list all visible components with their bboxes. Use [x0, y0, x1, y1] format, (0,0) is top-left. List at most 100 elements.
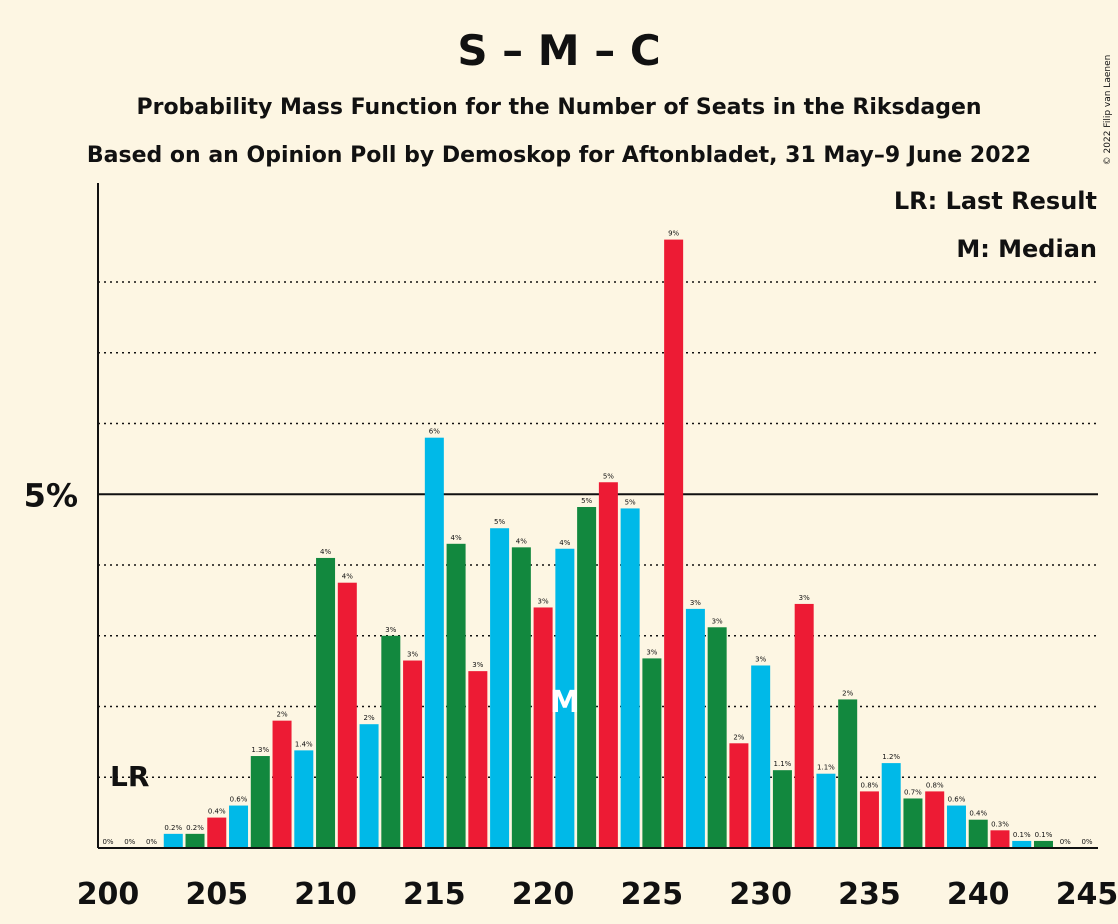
x-tick-label-210: 210 — [294, 877, 357, 912]
bar-label-seat-240: 0.4% — [969, 810, 987, 818]
bar-label-seat-239: 0.6% — [948, 796, 966, 804]
bar-seat-209 — [294, 750, 314, 848]
bar-label-seat-224: 5% — [625, 498, 636, 506]
bar-label-seat-210: 4% — [320, 548, 331, 556]
bar-label-seat-204: 0.2% — [186, 824, 204, 832]
bar-seat-223 — [598, 482, 618, 848]
bar-seat-243 — [1033, 840, 1053, 848]
x-tick-label-215: 215 — [403, 877, 466, 912]
x-tick-label-205: 205 — [185, 877, 248, 912]
copyright-notice: © 2022 Filip van Laenen — [1103, 55, 1113, 166]
bar-seat-208 — [272, 720, 292, 848]
x-tick-label-200: 200 — [77, 877, 140, 912]
bar-seat-225 — [642, 658, 662, 848]
bar-seat-206 — [229, 805, 249, 848]
bar-seat-216 — [446, 543, 466, 848]
bar-label-seat-241: 0.3% — [991, 820, 1009, 828]
bar-label-seat-222: 5% — [581, 497, 592, 505]
bar-label-seat-220: 3% — [538, 597, 549, 605]
bar-seat-235 — [859, 791, 879, 848]
bar-label-seat-215: 6% — [429, 428, 440, 436]
bar-label-seat-225: 3% — [646, 648, 657, 656]
bar-seat-219 — [511, 547, 531, 848]
bar-seat-217 — [468, 671, 488, 848]
chart-subtitle: Probability Mass Function for the Number… — [136, 95, 981, 120]
bar-label-seat-229: 2% — [733, 733, 744, 741]
bar-seat-204 — [185, 833, 205, 848]
bar-label-seat-213: 3% — [385, 626, 396, 634]
bar-label-seat-238: 0.8% — [926, 781, 944, 789]
bar-label-seat-231: 1.1% — [774, 760, 792, 768]
bar-label-seat-232: 3% — [799, 594, 810, 602]
chart-title: S – M – C — [457, 26, 660, 75]
bar-seat-207 — [250, 756, 270, 848]
bar-label-seat-236: 1.2% — [882, 753, 900, 761]
bar-seat-221 — [555, 548, 575, 848]
bar-seat-232 — [794, 603, 814, 848]
bar-label-seat-216: 4% — [451, 534, 462, 542]
bar-label-seat-227: 3% — [690, 599, 701, 607]
x-tick-label-235: 235 — [838, 877, 901, 912]
bar-seat-212 — [359, 724, 379, 848]
bar-seat-234 — [838, 699, 858, 848]
bar-seat-220 — [533, 607, 553, 848]
bar-seat-205 — [207, 817, 227, 848]
bar-label-seat-244: 0% — [1060, 838, 1071, 846]
bar-label-seat-237: 0.7% — [904, 788, 922, 796]
bar-label-seat-245: 0% — [1081, 838, 1092, 846]
bar-seat-237 — [903, 798, 923, 848]
bar-seat-241 — [990, 830, 1010, 848]
bar-label-seat-242: 0.1% — [1013, 831, 1031, 839]
bar-seat-231 — [772, 770, 792, 848]
bar-seat-239 — [946, 805, 966, 848]
bar-label-seat-212: 2% — [364, 714, 375, 722]
bar-label-seat-206: 0.6% — [230, 796, 248, 804]
bar-seat-218 — [490, 528, 510, 848]
gridlines — [98, 281, 1098, 779]
bar-label-seat-214: 3% — [407, 651, 418, 659]
bar-label-seat-202: 0% — [146, 838, 157, 846]
bar-label-seat-211: 4% — [342, 573, 353, 581]
bar-label-seat-223: 5% — [603, 472, 614, 480]
bar-label-seat-205: 0.4% — [208, 808, 226, 816]
bar-label-seat-228: 3% — [712, 617, 723, 625]
x-tick-label-245: 245 — [1056, 877, 1118, 912]
bar-label-seat-217: 3% — [472, 661, 483, 669]
bar-label-seat-207: 1.3% — [251, 746, 269, 754]
bar-seat-215 — [424, 437, 444, 848]
bar-label-seat-230: 3% — [755, 655, 766, 663]
bar-label-seat-209: 1.4% — [295, 740, 313, 748]
bar-seat-214 — [403, 660, 423, 848]
bar-seat-213 — [381, 635, 401, 848]
x-tick-label-225: 225 — [621, 877, 684, 912]
bar-seat-224 — [620, 508, 640, 848]
y-tick-label-5: 5% — [24, 476, 78, 514]
bar-seat-236 — [881, 763, 901, 848]
bars — [163, 239, 1053, 848]
bar-seat-230 — [751, 665, 771, 848]
x-tick-label-240: 240 — [947, 877, 1010, 912]
x-tick-labels: 200 205 210 215 220 225 230 235 240 245 — [77, 877, 1118, 912]
bar-label-seat-201: 0% — [124, 838, 135, 846]
bar-label-seat-243: 0.1% — [1035, 831, 1053, 839]
legend-median: M: Median — [956, 235, 1097, 263]
bar-seat-240 — [968, 819, 988, 848]
bar-seat-227 — [685, 608, 705, 848]
bar-label-seat-208: 2% — [276, 711, 287, 719]
bar-labels: 0% 0% 0%0.2% 0.2%0.4%0.6%1.3%2%1.4%4%4%2%3%… — [102, 230, 1092, 846]
chart-subtitle-poll: Based on an Opinion Poll by Demoskop for… — [87, 143, 1031, 168]
last-result-marker: LR — [110, 760, 149, 793]
x-tick-label-220: 220 — [512, 877, 575, 912]
bar-label-seat-234: 2% — [842, 689, 853, 697]
bar-label-seat-235: 0.8% — [861, 781, 879, 789]
bar-seat-203 — [163, 833, 183, 848]
bar-label-seat-226: 9% — [668, 230, 679, 238]
bar-label-seat-200: 0% — [102, 838, 113, 846]
bar-seat-229 — [729, 743, 749, 848]
bar-label-seat-218: 5% — [494, 518, 505, 526]
median-marker: M — [550, 685, 580, 720]
bar-label-seat-221: 4% — [559, 539, 570, 547]
bar-seat-226 — [664, 239, 684, 848]
bar-seat-211 — [337, 582, 357, 848]
